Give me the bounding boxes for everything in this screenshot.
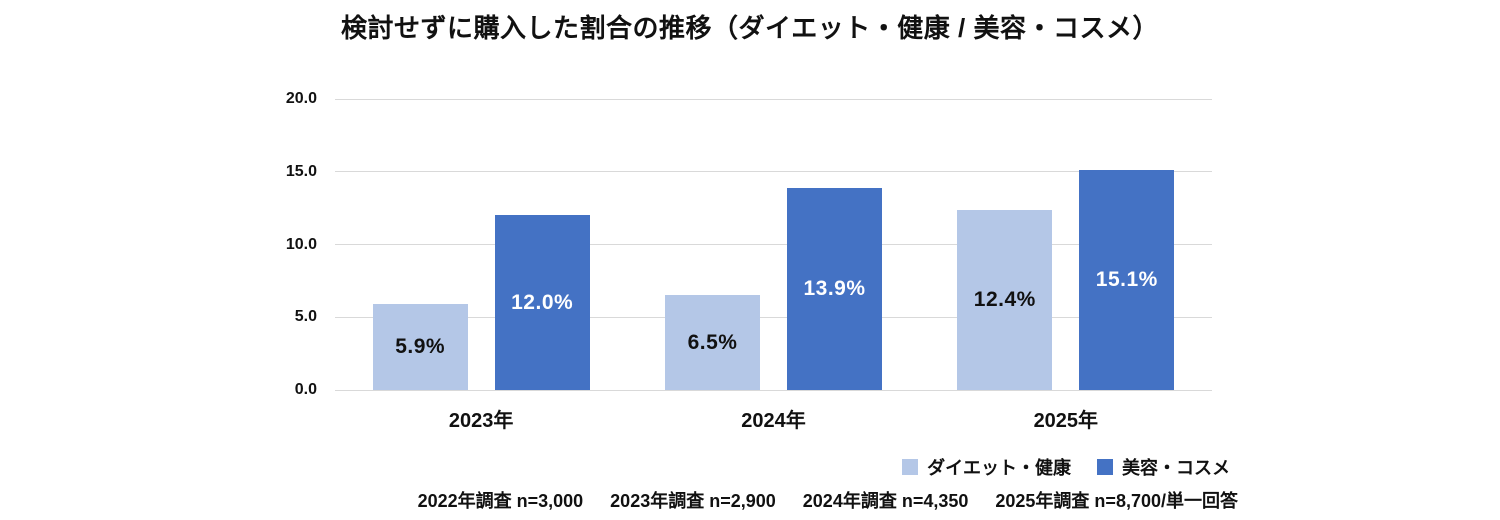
legend-item-diet-health: ダイエット・健康: [902, 454, 1071, 480]
gridline: [335, 171, 1212, 173]
x-axis-category-label: 2025年: [1033, 410, 1099, 432]
x-axis-category-label: 2023年: [448, 410, 514, 432]
survey-footnote: 2022年調査 n=3,000 2023年調査 n=2,900 2024年調査 …: [418, 487, 1238, 513]
footnote-segment-2022: 2022年調査 n=3,000: [417, 491, 584, 511]
plot-area: 0.0 5.0 10.0 15.0 20.0 5.9% 12.0% 2023年 6.5% 13.9…: [286, 90, 1212, 432]
y-axis-tick-label: 10.0: [285, 235, 317, 253]
y-axis-tick-label: 20.0: [285, 90, 317, 107]
legend-label-beauty-cosme: 美容・コスメ: [1122, 458, 1230, 478]
footnote-segment-2025: 2025年調査 n=8,700/単一回答: [995, 491, 1238, 511]
x-axis-category-label: 2024年: [741, 410, 806, 432]
bar-value-label: 12.4%: [973, 287, 1036, 311]
bar-value-label: 15.1%: [1095, 268, 1158, 292]
legend-item-beauty-cosme: 美容・コスメ: [1097, 454, 1230, 480]
y-axis-tick-label: 0.0: [294, 381, 317, 398]
bar: 13.9%: [787, 187, 882, 390]
gridline: [335, 244, 1212, 245]
bar-value-label: 12.0%: [511, 290, 574, 314]
bar: 15.1%: [1079, 170, 1175, 390]
gridline: [335, 389, 1212, 391]
gridline: [335, 316, 1212, 318]
legend-swatch-beauty-cosme: [1097, 459, 1113, 475]
footnote-segment-2023: 2023年調査 n=2,900: [610, 491, 776, 511]
legend-label-diet-health: ダイエット・健康: [927, 458, 1071, 478]
bar-value-label: 13.9%: [803, 276, 866, 300]
bar: 5.9%: [372, 304, 468, 390]
bar: 12.4%: [957, 209, 1053, 390]
chart-title: 検討せずに購入した割合の推移（ダイエット・健康 / 美容・コスメ）: [341, 13, 1159, 43]
legend-swatch-diet-health: [902, 459, 919, 475]
bar-value-label: 6.5%: [687, 330, 738, 354]
y-axis-tick-label: 5.0: [294, 308, 317, 326]
gridline: [335, 98, 1212, 100]
bar: 6.5%: [665, 295, 760, 390]
legend: ダイエット・健康 美容・コスメ: [902, 454, 1230, 480]
footnote-segment-2024: 2024年調査 n=4,350: [802, 491, 969, 511]
y-axis-tick-label: 15.0: [285, 162, 317, 180]
bar-value-label: 5.9%: [395, 335, 446, 359]
bar: 12.0%: [494, 215, 590, 390]
